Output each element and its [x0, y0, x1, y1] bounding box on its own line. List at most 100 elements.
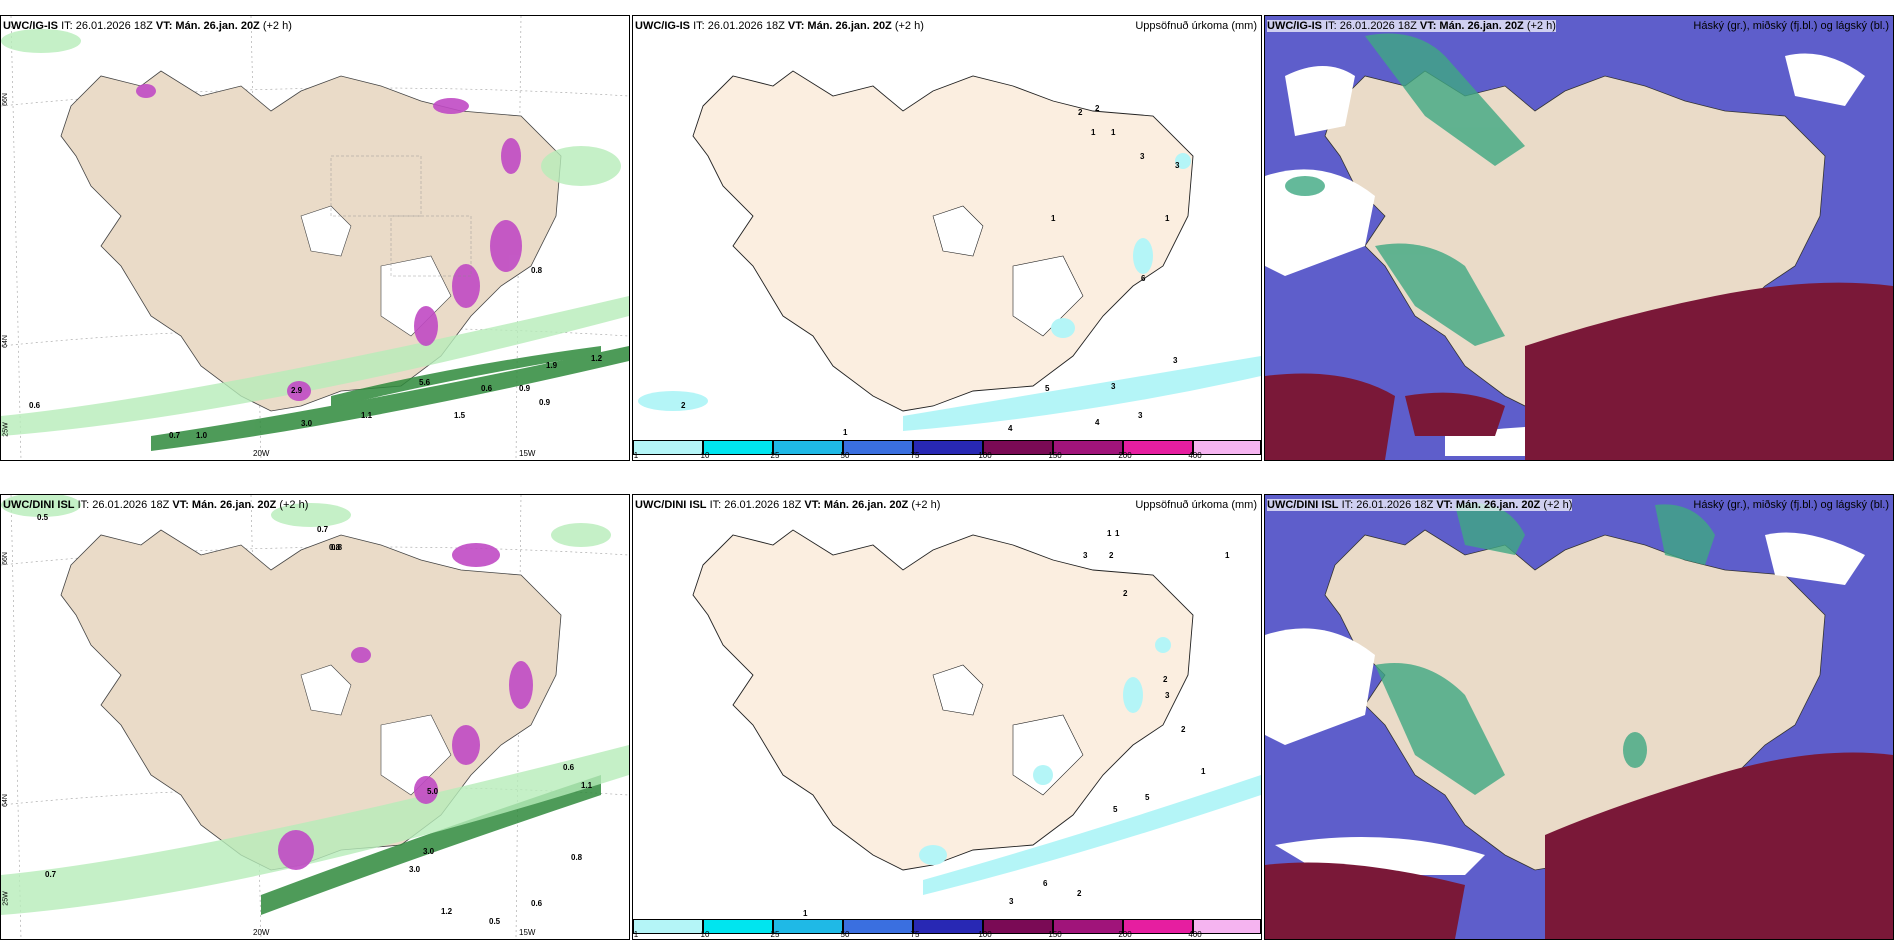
- panel-header: UWC/IG-IS IT: 26.01.2026 18Z VT: Mán. 26…: [635, 20, 924, 32]
- colorbar-tick: 150: [1048, 451, 1062, 460]
- value-label: 3: [1009, 897, 1014, 906]
- lat-label: 25W: [2, 422, 10, 437]
- lead-time: (+2 h): [262, 20, 292, 32]
- value-label: 3: [1165, 691, 1170, 700]
- colorbar-segment: [1193, 440, 1261, 455]
- lead-time: (+2 h): [911, 499, 941, 511]
- lon-label: 20W: [253, 449, 270, 458]
- colorbar-segment: [703, 919, 773, 934]
- lat-label: 25W: [2, 891, 10, 906]
- panel-r2-cloud-cover-map: UWC/DINI ISL IT: 26.01.2026 18Z VT: Mán.…: [1264, 494, 1894, 940]
- colorbar: 1 10 25 50 75 100 150 200 400: [633, 438, 1261, 460]
- map-canvas: [1265, 495, 1893, 939]
- colorbar-segment: [633, 440, 703, 455]
- value-label: 0.7: [317, 525, 329, 534]
- colorbar-segment: [633, 919, 703, 934]
- lon-label: 15W: [519, 449, 536, 458]
- colorbar: 1 10 25 50 75 100 150 200 400: [633, 917, 1261, 939]
- init-time: IT: 26.01.2026 18Z: [77, 499, 170, 511]
- value-label: 1: [1115, 529, 1120, 538]
- colorbar-segment: [1123, 440, 1193, 455]
- lon-label: 20W: [253, 928, 270, 937]
- panel-title: Háský (gr.), miðský (fj.bl.) og lágský (…: [1693, 20, 1889, 32]
- value-label: 0.9: [519, 384, 531, 393]
- value-label: 1.1: [361, 411, 373, 420]
- value-label: 3: [1083, 551, 1088, 560]
- colorbar-tick: 75: [910, 451, 920, 460]
- init-time: IT: 26.01.2026 18Z: [61, 20, 153, 32]
- value-label: 0.6: [29, 401, 41, 410]
- value-label: 0.8: [329, 543, 341, 552]
- value-label: 0.8: [531, 266, 543, 275]
- value-label: 0.7: [169, 431, 181, 440]
- model-name: UWC/DINI ISL: [1267, 499, 1339, 511]
- panel-header: UWC/DINI ISL IT: 26.01.2026 18Z VT: Mán.…: [3, 499, 308, 511]
- panel-r1-precip-type-map: UWC/IG-IS IT: 26.01.2026 18Z VT: Mán. 26…: [0, 15, 630, 461]
- lead-time: (+2 h): [279, 499, 309, 511]
- colorbar-tick: 10: [700, 451, 710, 460]
- value-label: 0.5: [489, 917, 501, 926]
- value-label: 1.2: [441, 907, 453, 916]
- panel-header: UWC/DINI ISL IT: 26.01.2026 18Z VT: Mán.…: [1267, 499, 1573, 511]
- colorbar-tick: 200: [1118, 930, 1132, 939]
- value-label: 3.0: [301, 419, 313, 428]
- value-label: 1: [1165, 214, 1170, 223]
- panel-title: Uppsöfnuð úrkoma (mm): [1135, 499, 1257, 511]
- value-label: 2: [1181, 725, 1186, 734]
- value-label: 1.9: [546, 361, 558, 370]
- model-name: UWC/DINI ISL: [635, 499, 707, 511]
- value-label: 6: [1043, 879, 1048, 888]
- value-label: 0.8: [571, 853, 583, 862]
- value-label: 3.0: [409, 865, 421, 874]
- panel-r1-cloud-cover-map: UWC/IG-IS IT: 26.01.2026 18Z VT: Mán. 26…: [1264, 15, 1894, 461]
- panel-header: UWC/IG-IS IT: 26.01.2026 18Z VT: Mán. 26…: [1267, 20, 1556, 32]
- init-time: IT: 26.01.2026 18Z: [709, 499, 802, 511]
- value-label: 6: [1141, 274, 1146, 283]
- lead-time: (+2 h): [1543, 499, 1573, 511]
- value-label: 5.0: [427, 787, 439, 796]
- map-canvas: [1, 495, 629, 939]
- value-label: 0.5: [37, 513, 49, 522]
- colorbar-segment: [843, 919, 913, 934]
- map-canvas: [633, 495, 1261, 939]
- valid-time: VT: Mán. 26.jan. 20Z: [787, 20, 892, 32]
- value-label: 3.0: [423, 847, 435, 856]
- value-label: 1.0: [196, 431, 208, 440]
- value-label: 1.5: [454, 411, 466, 420]
- valid-time: VT: Mán. 26.jan. 20Z: [172, 499, 277, 511]
- value-label: 5: [1113, 805, 1118, 814]
- value-label: 4: [1095, 418, 1100, 427]
- value-label: 0.7: [45, 870, 57, 879]
- lead-time: (+2 h): [1526, 20, 1556, 32]
- colorbar-segment: [773, 919, 843, 934]
- value-label: 2: [1078, 108, 1083, 117]
- colorbar-tick: 25: [770, 451, 780, 460]
- value-label: 1: [1201, 767, 1206, 776]
- lat-label: 66N: [1, 552, 9, 565]
- colorbar-segment: [843, 440, 913, 455]
- value-label: 0.9: [539, 398, 551, 407]
- map-canvas: [1265, 16, 1893, 460]
- init-time: IT: 26.01.2026 18Z: [1325, 20, 1417, 32]
- colorbar-segment: [1123, 919, 1193, 934]
- panel-r2-precip-type-map: UWC/DINI ISL IT: 26.01.2026 18Z VT: Mán.…: [0, 494, 630, 940]
- lon-label: 15W: [519, 928, 536, 937]
- colorbar-tick: 75: [910, 930, 920, 939]
- valid-time: VT: Mán. 26.jan. 20Z: [804, 499, 909, 511]
- init-time: IT: 26.01.2026 18Z: [1341, 499, 1434, 511]
- value-label: 5.6: [419, 378, 431, 387]
- value-label: 1: [1111, 128, 1116, 137]
- panel-header: UWC/IG-IS IT: 26.01.2026 18Z VT: Mán. 26…: [3, 20, 292, 32]
- value-label: 0.6: [481, 384, 493, 393]
- lat-label: 66N: [1, 93, 9, 106]
- colorbar-segment: [1193, 919, 1261, 934]
- valid-time: VT: Mán. 26.jan. 20Z: [1419, 20, 1524, 32]
- value-label: 1: [1091, 128, 1096, 137]
- value-label: 1: [803, 909, 808, 918]
- colorbar-tick: 50: [840, 451, 850, 460]
- value-label: 1: [1107, 529, 1112, 538]
- value-label: 1.2: [591, 354, 603, 363]
- value-label: 5: [1045, 384, 1050, 393]
- colorbar-tick: 10: [700, 930, 710, 939]
- colorbar-tick: 1: [633, 930, 639, 939]
